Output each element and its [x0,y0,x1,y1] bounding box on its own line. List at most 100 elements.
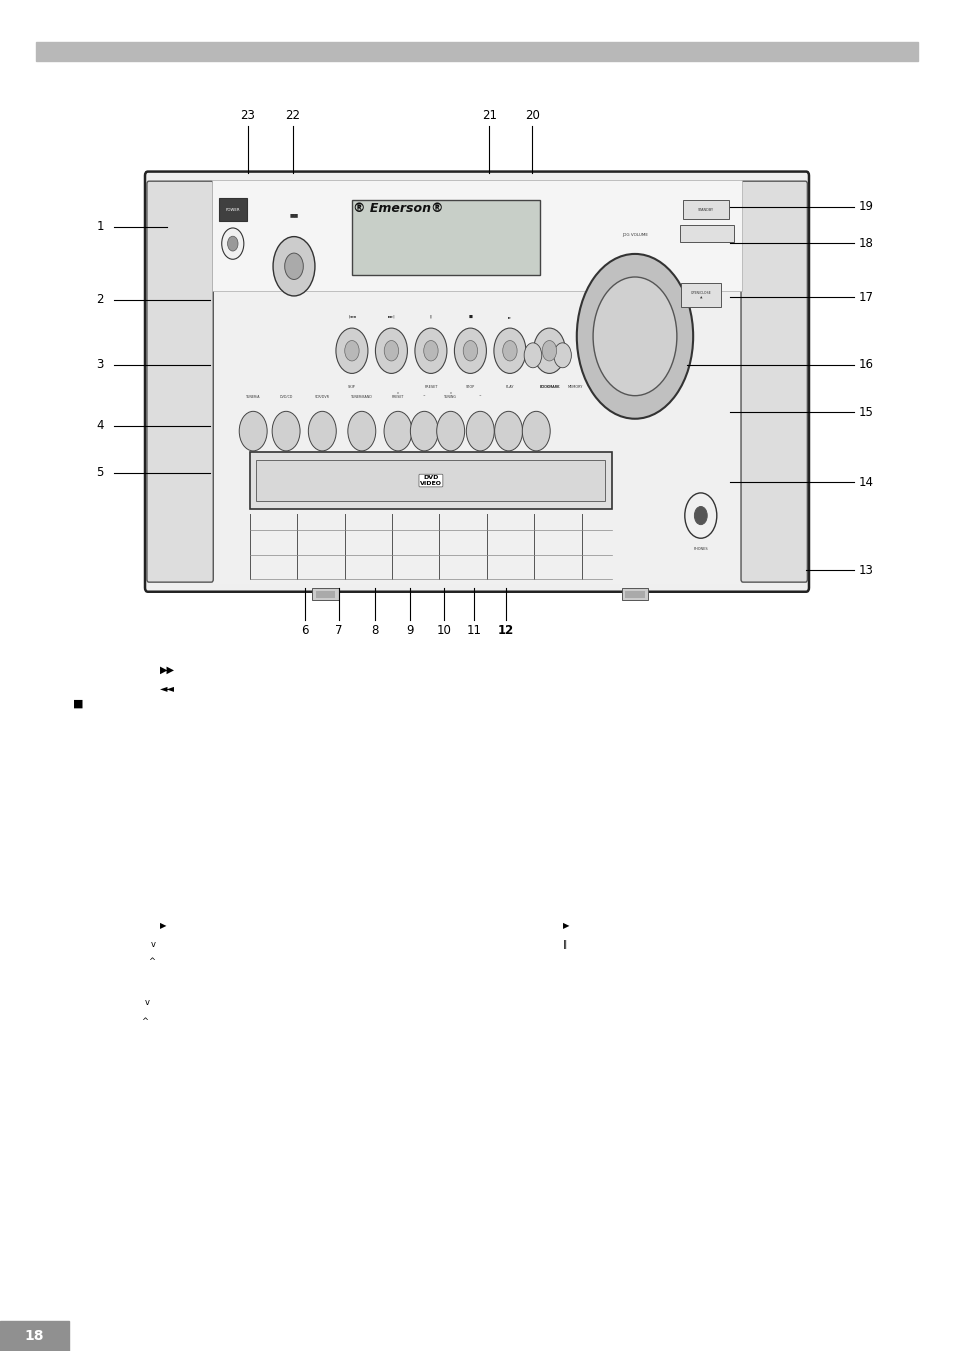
Circle shape [541,340,556,361]
Bar [219,199,246,222]
Text: 10: 10 [436,624,451,638]
Circle shape [454,328,486,373]
Circle shape [593,277,677,396]
Text: 8: 8 [371,624,378,638]
Text: ® Emerson®: ® Emerson® [353,203,443,215]
Text: 12: 12 [497,624,514,638]
Text: PHONES: PHONES [693,547,707,551]
Text: 1: 1 [96,220,104,234]
Circle shape [463,340,477,361]
Text: 6: 6 [301,624,309,638]
Circle shape [494,411,522,451]
Text: 18: 18 [25,1329,44,1343]
Circle shape [221,228,244,259]
FancyBboxPatch shape [145,172,808,592]
Circle shape [410,411,437,451]
Circle shape [272,411,300,451]
Text: 22: 22 [285,108,300,122]
Text: ▶: ▶ [160,921,167,929]
Circle shape [415,328,446,373]
Circle shape [521,411,550,451]
Text: ||: || [429,315,432,319]
Text: 18: 18 [858,236,873,250]
Circle shape [523,343,541,367]
Text: 11: 11 [466,624,481,638]
Bar [680,282,720,308]
Text: ►: ► [508,315,511,319]
Circle shape [494,328,525,373]
Text: VCR/DVR: VCR/DVR [314,396,330,400]
Text: MEMORY: MEMORY [567,385,583,389]
Circle shape [273,236,314,296]
Text: ►►|: ►►| [387,315,395,319]
FancyBboxPatch shape [740,181,806,582]
Circle shape [466,411,494,451]
Text: 13: 13 [858,563,873,577]
Text: 21: 21 [481,108,497,122]
Bar [352,200,539,274]
Text: 3: 3 [96,358,104,372]
Circle shape [375,328,407,373]
Circle shape [384,411,412,451]
Text: ■: ■ [468,315,472,319]
Text: DVD/CD: DVD/CD [279,396,293,400]
Text: BOOKMARK: BOOKMARK [538,385,559,389]
Text: JOG VOLUME: JOG VOLUME [621,234,647,238]
Bar [313,588,338,600]
Text: 2: 2 [96,293,104,307]
Text: ^: ^ [148,958,154,966]
Text: 9: 9 [406,624,414,638]
Text: 16: 16 [858,358,873,372]
Circle shape [228,236,237,251]
Circle shape [308,411,335,451]
Text: ^: ^ [422,396,425,400]
Circle shape [502,340,517,361]
Circle shape [577,254,693,419]
Circle shape [436,411,464,451]
Text: v
PRESET: v PRESET [392,390,404,400]
Text: ▶: ▶ [562,921,569,929]
Circle shape [384,340,398,361]
Text: ■■: ■■ [289,212,298,218]
Circle shape [694,507,706,524]
Text: STANDBY: STANDBY [698,208,714,212]
Bar [0,1321,69,1351]
Text: 5: 5 [96,466,104,480]
Text: 23: 23 [240,108,255,122]
Text: PLAY: PLAY [505,385,514,389]
Text: TUNER/A: TUNER/A [246,396,260,400]
Text: ■: ■ [73,698,84,709]
Text: 17: 17 [858,290,873,304]
Text: 14: 14 [858,476,873,489]
Bar [250,451,611,509]
Circle shape [344,340,358,361]
Circle shape [335,328,368,373]
Text: 7: 7 [335,624,342,638]
Bar [679,226,733,242]
Bar [213,180,740,584]
Bar [213,180,740,290]
Text: SKIP: SKIP [348,385,355,389]
Text: ‖: ‖ [562,940,566,948]
Bar [621,588,647,600]
Circle shape [348,411,375,451]
Text: POWER: POWER [225,208,240,212]
Circle shape [553,343,571,367]
Text: ◄◄: ◄◄ [160,682,175,693]
Text: v: v [151,940,155,948]
Text: 15: 15 [858,405,873,419]
Text: BOOKMARK: BOOKMARK [538,385,559,389]
Circle shape [423,340,437,361]
Circle shape [239,411,267,451]
Text: PRESET: PRESET [424,385,437,389]
Text: STOP: STOP [465,385,475,389]
Text: ^: ^ [478,396,481,400]
Bar [256,459,605,501]
Text: 20: 20 [524,108,539,122]
Text: 4: 4 [96,419,104,432]
Bar [36,42,917,61]
Bar [624,590,644,598]
Text: OPEN/CLOSE
▲: OPEN/CLOSE ▲ [690,290,710,300]
Text: ^: ^ [141,1017,148,1025]
FancyBboxPatch shape [147,181,213,582]
